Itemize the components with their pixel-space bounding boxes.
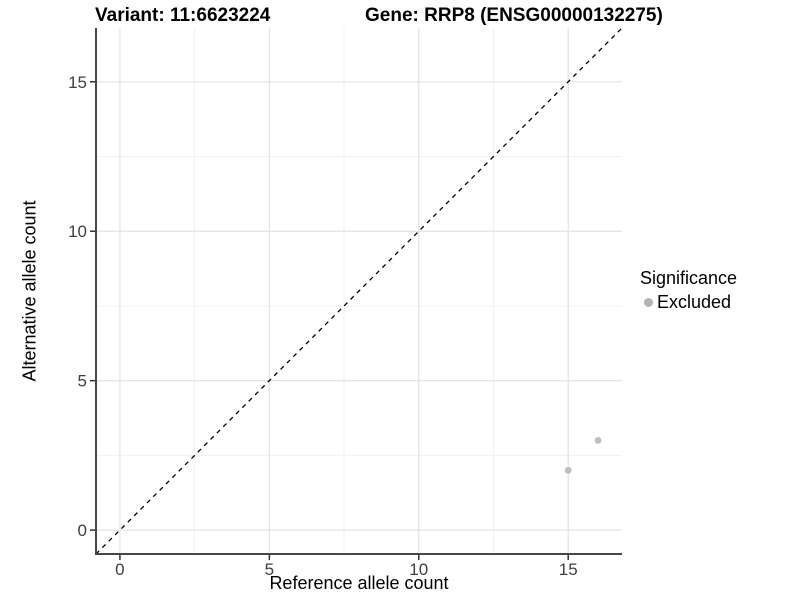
x-tick-label: 15	[559, 560, 578, 579]
y-tick-label: 0	[78, 521, 87, 540]
data-point	[564, 466, 572, 474]
legend-entries: Excluded	[640, 292, 737, 313]
legend-entry-label: Excluded	[657, 292, 732, 312]
gene-title: Gene: RRP8 (ENSG00000132275)	[365, 5, 663, 26]
x-axis-title: Reference allele count	[269, 573, 449, 593]
x-tick-label: 5	[265, 560, 274, 579]
x-tick-label: 0	[115, 560, 124, 579]
identity-line	[95, 27, 623, 555]
y-tick-label: 15	[68, 73, 87, 92]
legend-marker-circle-icon	[644, 298, 653, 307]
legend-title: Significance	[640, 268, 738, 288]
y-axis-title: Alternative allele count	[19, 200, 40, 382]
data-point	[594, 437, 602, 444]
legend-entry: Excluded	[640, 292, 737, 313]
y-tick-label: 10	[68, 222, 87, 241]
y-tick-label: 5	[78, 372, 87, 391]
variant-title: Variant: 11:6623224	[95, 5, 271, 26]
legend: Significance Excluded	[640, 268, 737, 313]
x-tick-label: 10	[409, 560, 428, 579]
